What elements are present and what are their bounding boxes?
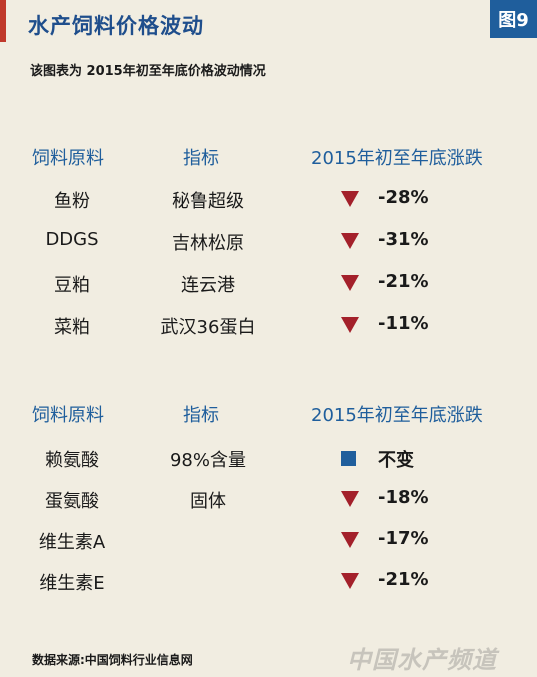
- indicator-cell: 连云港: [181, 275, 235, 296]
- down-arrow-icon: [341, 317, 359, 335]
- table-row: 豆粕 连云港 -21%: [0, 271, 537, 299]
- material-cell: 维生素A: [38, 532, 106, 553]
- down-arrow-icon: [341, 191, 359, 209]
- table-row: 菜粕 武汉36蛋白 -11%: [0, 313, 537, 341]
- figure-badge: 图9: [490, 0, 537, 38]
- change-cell: -28%: [378, 187, 429, 208]
- change-cell: -21%: [378, 569, 429, 590]
- left-accent-bar: [0, 0, 6, 42]
- header-change: 2015年初至年底涨跌: [311, 148, 483, 169]
- table-row: 蛋氨酸 固体 -18%: [0, 487, 537, 515]
- watermark-logo: 中国水产频道: [347, 646, 497, 674]
- material-cell: 鱼粉: [54, 191, 90, 212]
- down-arrow-icon: [341, 491, 359, 509]
- page-title: 水产饲料价格波动: [28, 14, 204, 38]
- down-arrow-icon: [341, 532, 359, 550]
- indicator-cell: 秘鲁超级: [172, 191, 244, 212]
- change-cell: -18%: [378, 487, 429, 508]
- change-cell: -11%: [378, 313, 429, 334]
- header-material: 饲料原料: [32, 405, 104, 426]
- chart-description: 该图表为 2015年初至年底价格波动情况: [30, 64, 266, 79]
- change-cell: -17%: [378, 528, 429, 549]
- material-cell: 赖氨酸: [45, 450, 99, 471]
- material-cell: 蛋氨酸: [45, 491, 99, 512]
- header-indicator: 指标: [183, 405, 219, 426]
- down-arrow-icon: [341, 233, 359, 251]
- down-arrow-icon: [341, 275, 359, 293]
- material-cell: 豆粕: [54, 275, 90, 296]
- indicator-cell: 固体: [190, 491, 226, 512]
- data-source: 数据来源:中国饲料行业信息网: [32, 653, 193, 667]
- change-cell: -31%: [378, 229, 429, 250]
- table-row: 赖氨酸 98%含量 不变: [0, 446, 537, 474]
- indicator-cell: 吉林松原: [172, 233, 244, 254]
- table-row: 维生素E -21%: [0, 569, 537, 597]
- material-cell: 菜粕: [54, 317, 90, 338]
- table-row: DDGS 吉林松原 -31%: [0, 229, 537, 257]
- table-row: 鱼粉 秘鲁超级 -28%: [0, 187, 537, 215]
- material-cell: 维生素E: [39, 573, 105, 594]
- flat-square-icon: [341, 450, 359, 468]
- material-cell: DDGS: [45, 229, 99, 250]
- indicator-cell: 98%含量: [169, 450, 246, 471]
- header-indicator: 指标: [183, 148, 219, 169]
- table-row: 维生素A -17%: [0, 528, 537, 556]
- down-arrow-icon: [341, 573, 359, 591]
- header-material: 饲料原料: [32, 148, 104, 169]
- change-cell: 不变: [378, 450, 414, 471]
- header-change: 2015年初至年底涨跌: [311, 405, 483, 426]
- change-cell: -21%: [378, 271, 429, 292]
- indicator-cell: 武汉36蛋白: [160, 317, 256, 338]
